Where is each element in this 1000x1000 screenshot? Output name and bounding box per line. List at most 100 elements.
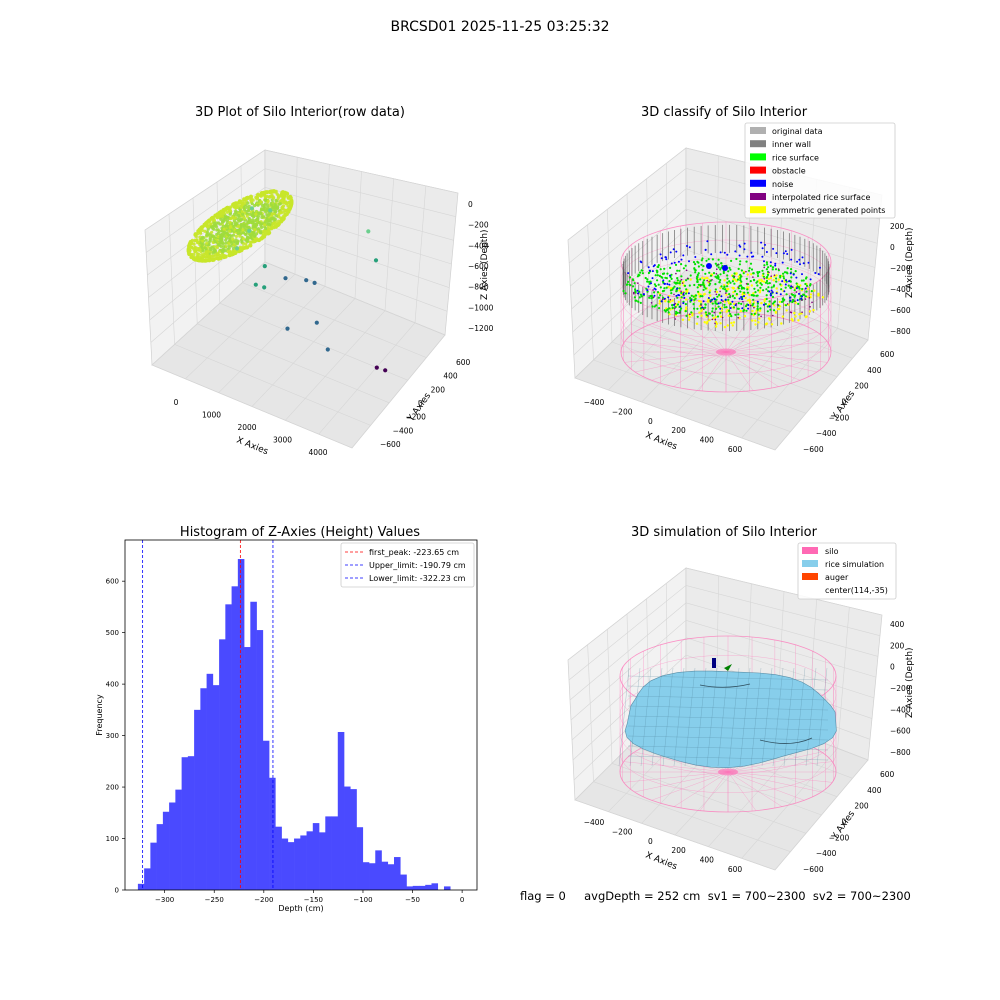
symmetric-point <box>708 318 711 322</box>
noise-point <box>769 294 772 297</box>
rice-surface-point <box>739 276 742 280</box>
rice-surface-point <box>657 296 661 299</box>
legend-swatch <box>750 127 766 134</box>
legend-swatch <box>750 206 766 214</box>
rice-surface-point <box>633 282 636 285</box>
noise-point <box>653 287 656 290</box>
rice-surface-point <box>742 272 745 275</box>
histogram-bar <box>344 786 351 890</box>
rice-surface-point <box>629 276 632 279</box>
surface-point <box>240 240 244 244</box>
rice-surface-point <box>717 305 720 308</box>
rice-surface-point <box>684 264 687 267</box>
rice-surface-point <box>638 296 641 299</box>
symmetric-point <box>757 321 760 324</box>
rice-surface-point <box>682 267 686 270</box>
surface-point <box>207 255 211 259</box>
rice-surface-point <box>734 313 737 316</box>
noise-point <box>743 242 746 245</box>
rice-surface-point <box>755 281 758 284</box>
rice-surface-point <box>680 275 683 278</box>
surface-point <box>272 221 276 225</box>
interpolated-point <box>745 283 748 285</box>
surface-mesh-line <box>662 667 674 767</box>
rice-surface-point <box>702 282 705 285</box>
surface-point <box>200 243 204 247</box>
surface-mesh-line <box>627 705 829 711</box>
rice-surface-point <box>782 277 786 280</box>
surface-point <box>248 212 252 216</box>
surface-point <box>228 249 232 253</box>
interpolated-point <box>786 303 789 305</box>
outlier-point <box>262 264 267 269</box>
legend-label: inner wall <box>772 140 811 149</box>
symmetric-point <box>691 314 694 317</box>
noise-point <box>660 257 663 260</box>
rice-surface-point <box>659 268 662 271</box>
rice-surface-point <box>688 284 691 287</box>
rice-surface-point <box>732 306 736 309</box>
symmetric-point <box>781 315 785 318</box>
symmetric-point <box>719 286 722 290</box>
rice-surface-point <box>737 313 740 316</box>
wall-gridline <box>168 213 175 345</box>
wall-gridline <box>626 193 631 325</box>
surface-point <box>219 237 223 241</box>
classify-z-tick: −600 <box>890 306 911 315</box>
surface-point <box>282 200 286 205</box>
rice-surface-point <box>658 307 661 310</box>
rice-surface-point <box>729 313 732 316</box>
noise-point <box>790 258 793 261</box>
classify-y-tick: 200 <box>854 382 869 391</box>
surface-point <box>235 229 239 233</box>
histogram-bar <box>250 601 257 890</box>
symmetric-point <box>678 289 681 292</box>
symmetric-point <box>765 322 768 325</box>
rice-surface-point <box>634 288 637 291</box>
raw-y-tick: 200 <box>431 385 446 394</box>
silo-floor-spoke <box>725 351 801 381</box>
noise-point <box>781 261 784 264</box>
rim-point <box>288 204 293 208</box>
simulation-3d-plot: 3D simulation of Silo Interior −400 −200 0… <box>567 525 915 874</box>
noise-point <box>801 273 803 276</box>
rice-surface-point <box>724 288 727 291</box>
classify-y-tick: −200 <box>829 413 850 422</box>
rice-surface-point <box>674 312 678 315</box>
rice-surface-point <box>728 280 731 283</box>
surface-point <box>228 220 232 224</box>
noise-point <box>675 294 678 297</box>
rice-surface-point <box>794 270 797 273</box>
rice-surface-point <box>694 297 697 300</box>
surface-point <box>238 234 242 238</box>
noise-point <box>804 287 807 290</box>
silo-floor-spoke <box>727 751 822 773</box>
rim-point <box>259 236 264 241</box>
rice-surface-point <box>759 282 762 285</box>
raw-gridlines <box>144 149 459 449</box>
surface-point <box>253 239 258 243</box>
rice-surface-point <box>669 266 672 269</box>
surface-mesh-line <box>684 667 696 767</box>
interpolated-point <box>711 318 714 321</box>
noise-point <box>670 262 673 265</box>
interpolated-point <box>811 301 813 304</box>
rice-surface-point <box>762 275 766 278</box>
surface-mesh-line <box>627 685 829 691</box>
rice-surface-point <box>725 306 728 309</box>
rice-surface-point <box>705 259 708 262</box>
raw-z-axis-label: Z Axies (Depth) <box>480 229 490 300</box>
surface-mesh-line <box>618 667 630 767</box>
rice-surface-point <box>809 284 812 287</box>
histogram-title: Histogram of Z-Axies (Height) Values <box>180 525 420 540</box>
surface-mesh-line <box>772 667 784 767</box>
rice-surface-point <box>718 281 721 284</box>
raw-y-tick: 0 <box>418 399 423 408</box>
surface-point <box>228 229 232 233</box>
rice-surface-point <box>746 288 749 291</box>
symmetric-point <box>743 314 747 318</box>
rice-surface-point <box>647 271 651 275</box>
simulation-y-tick: 600 <box>880 770 895 779</box>
noise-point <box>675 250 678 253</box>
surface-point <box>205 241 209 245</box>
